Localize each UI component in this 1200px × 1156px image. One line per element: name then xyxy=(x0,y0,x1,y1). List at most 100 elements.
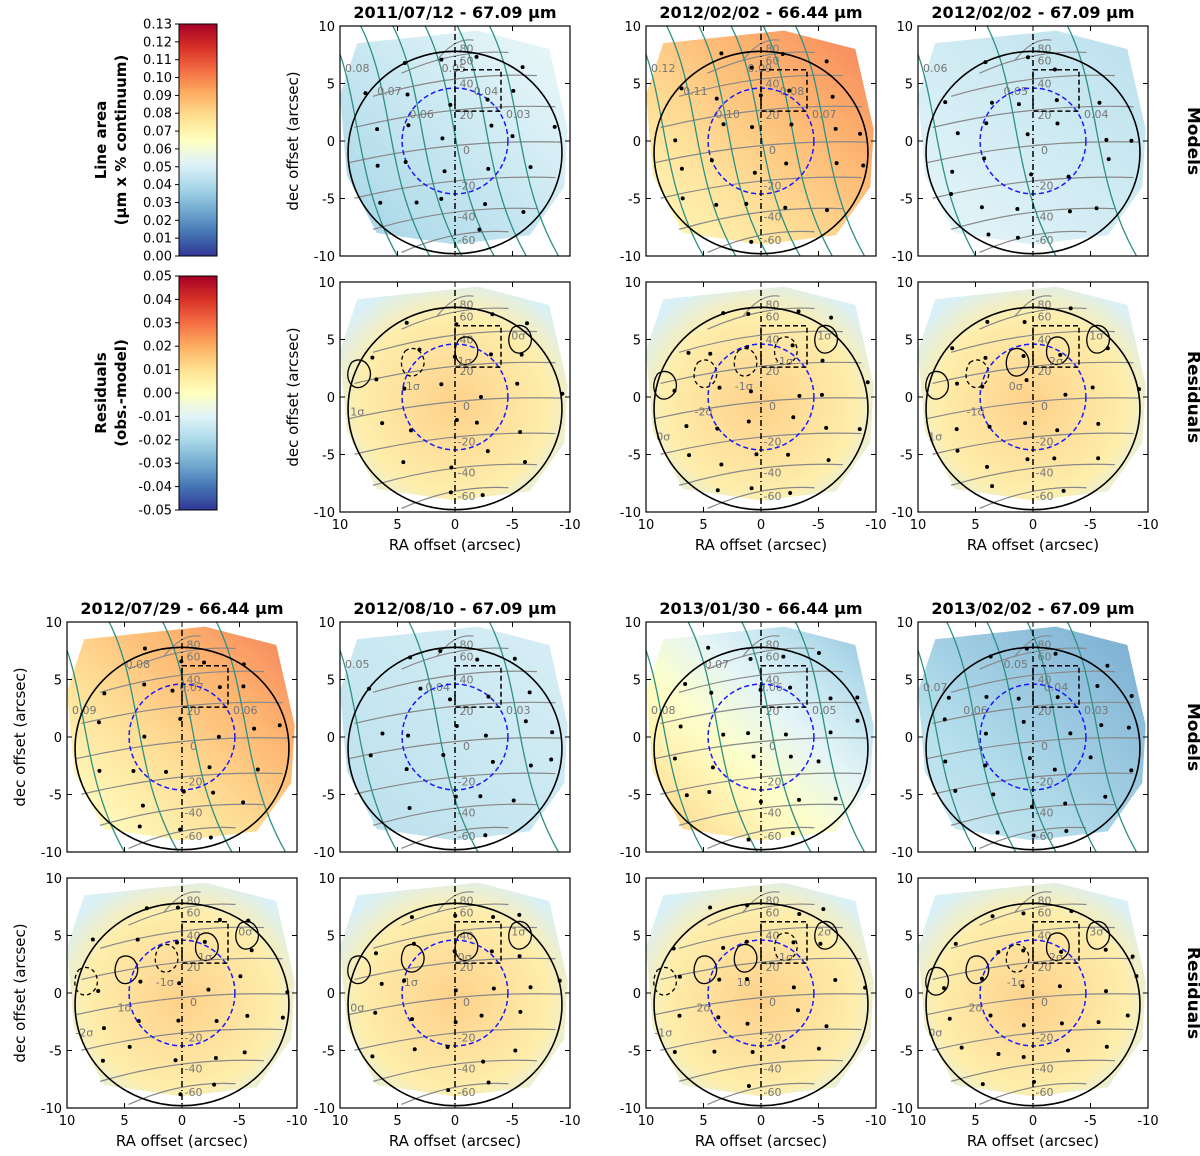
sample-point xyxy=(485,97,490,102)
x-tick-label: 5 xyxy=(120,1114,128,1129)
sample-point xyxy=(716,1015,721,1020)
sample-point xyxy=(990,484,995,489)
colorbar-label: Line area xyxy=(92,101,110,180)
y-tick-label: 0 xyxy=(327,135,335,150)
sample-point xyxy=(834,161,839,166)
sample-point xyxy=(217,685,222,690)
sample-point xyxy=(404,320,409,325)
y-tick-label: 5 xyxy=(905,78,913,93)
latitude-label: 80 xyxy=(766,638,780,651)
x-tick-label: 10 xyxy=(332,1114,349,1129)
latitude-label: 40 xyxy=(766,674,780,687)
sample-point xyxy=(979,205,984,210)
sample-point xyxy=(170,688,175,693)
latitude-line xyxy=(707,486,815,510)
sample-point xyxy=(375,163,380,168)
sample-point xyxy=(989,100,994,105)
y-tick-label: 0 xyxy=(327,987,335,1002)
latitude-line xyxy=(707,826,815,850)
sample-point xyxy=(684,793,689,798)
latitude-label: 40 xyxy=(766,930,780,943)
sample-point xyxy=(745,1021,750,1026)
sample-point xyxy=(90,937,95,942)
latitude-label: 80 xyxy=(460,894,474,907)
residual-contour-label: -1σ xyxy=(775,355,793,368)
colorbar-tick-label: 0.00 xyxy=(143,250,172,265)
sample-point xyxy=(241,684,246,689)
sample-point xyxy=(748,389,753,394)
sample-point xyxy=(552,124,557,129)
residual-interpolated-map xyxy=(646,882,874,1097)
latitude-line xyxy=(99,926,264,949)
x-tick-label: 10 xyxy=(910,518,927,533)
sample-point xyxy=(783,732,788,737)
latitude-line xyxy=(678,926,843,949)
sample-point xyxy=(673,138,678,143)
residual-contour-label: 2σ xyxy=(969,1001,983,1014)
residual-contour-label: 0σ xyxy=(238,926,252,939)
sample-point xyxy=(795,1008,800,1013)
sample-point xyxy=(489,949,494,954)
colorbar-tick-label: 0.03 xyxy=(143,196,172,211)
residual-contour-line xyxy=(1005,348,1030,377)
colorbar-tick-label: 0.05 xyxy=(143,160,172,175)
latitude-line xyxy=(128,903,236,926)
model-contour-line xyxy=(488,26,560,256)
y-tick-label: -10 xyxy=(314,250,335,265)
model-contour-line xyxy=(392,26,463,256)
residual-contour-label: 0σ xyxy=(1009,380,1023,393)
latitude-label: 40 xyxy=(460,674,474,687)
latitude-line xyxy=(932,957,1134,981)
latitude-label: 80 xyxy=(766,298,780,311)
sample-point xyxy=(241,800,246,805)
residual-contour-label: 0σ xyxy=(511,330,525,343)
latitude-label: 0 xyxy=(769,400,776,413)
sample-point xyxy=(684,424,689,429)
y-tick-label: 5 xyxy=(54,674,62,689)
residual-contour-label: -2σ xyxy=(695,405,713,418)
model-contour-label: 0.05 xyxy=(345,658,370,671)
sample-point xyxy=(144,906,149,911)
latitude-line xyxy=(128,647,236,670)
sample-point xyxy=(683,682,688,687)
model-subplot: 806040200-20-40-600.060.070.080.09-10-50… xyxy=(11,616,298,861)
sample-point xyxy=(797,393,802,398)
x-tick-label: 5 xyxy=(699,1114,707,1129)
colorbar-tick-label: 0.02 xyxy=(143,340,172,355)
sample-point xyxy=(950,169,955,174)
model-contour-label: 0.04 xyxy=(426,681,451,694)
sample-point xyxy=(97,768,102,773)
latitude-line xyxy=(401,1082,509,1106)
sample-point xyxy=(1103,794,1108,799)
sample-point xyxy=(863,985,868,990)
residual-contour-line xyxy=(400,944,425,973)
sample-point xyxy=(861,163,866,168)
latitude-label: -20 xyxy=(764,776,782,789)
residual-contour-label: 0σ xyxy=(458,951,472,964)
colorbar-label-units: (μm x % continuum) xyxy=(112,55,130,226)
sample-point xyxy=(1021,948,1026,953)
sample-point xyxy=(791,940,796,945)
latitude-label: -40 xyxy=(458,807,476,820)
sample-point xyxy=(213,1056,218,1061)
sample-point xyxy=(677,974,682,979)
sample-point xyxy=(373,1010,378,1015)
sample-point xyxy=(252,726,257,731)
y-tick-label: 10 xyxy=(318,616,335,631)
colorbar-tick-label: -0.04 xyxy=(138,480,172,495)
slit-footprint xyxy=(454,324,502,368)
sample-point xyxy=(102,691,107,696)
residuals-row-label: Residuals xyxy=(1183,351,1200,443)
latitude-line xyxy=(372,926,537,949)
sample-point xyxy=(379,981,384,986)
sample-point xyxy=(1024,378,1029,383)
sample-point xyxy=(1016,696,1021,701)
model-contour-line xyxy=(1066,26,1138,256)
y-tick-label: -10 xyxy=(892,250,913,265)
y-tick-label: 0 xyxy=(327,391,335,406)
colorbar-tick-label: 0.08 xyxy=(143,107,172,122)
y-tick-label: 5 xyxy=(633,930,641,945)
sample-point xyxy=(788,685,793,690)
